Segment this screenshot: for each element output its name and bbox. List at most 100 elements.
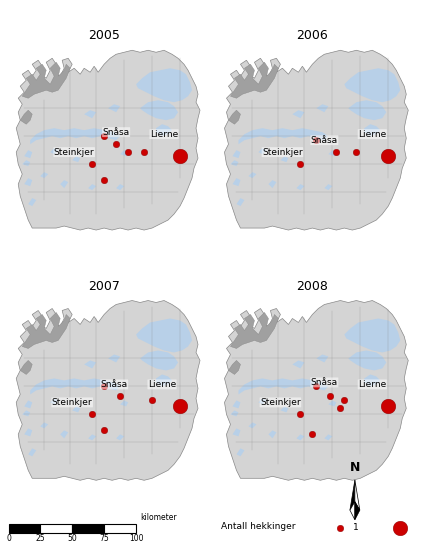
Bar bbox=[104, 524, 136, 533]
Polygon shape bbox=[329, 150, 336, 156]
Point bbox=[337, 523, 343, 532]
Polygon shape bbox=[16, 50, 200, 230]
Polygon shape bbox=[20, 110, 32, 124]
Point bbox=[149, 396, 156, 405]
Polygon shape bbox=[156, 124, 172, 136]
Polygon shape bbox=[88, 434, 96, 440]
Polygon shape bbox=[22, 312, 70, 349]
Polygon shape bbox=[269, 430, 276, 438]
Polygon shape bbox=[348, 100, 386, 120]
Polygon shape bbox=[84, 361, 96, 368]
Point bbox=[297, 410, 304, 419]
Polygon shape bbox=[116, 434, 124, 440]
Polygon shape bbox=[40, 422, 48, 428]
Polygon shape bbox=[230, 312, 278, 349]
Polygon shape bbox=[232, 428, 241, 436]
Polygon shape bbox=[84, 110, 96, 118]
Polygon shape bbox=[355, 502, 360, 520]
Text: N: N bbox=[350, 461, 360, 474]
Point bbox=[89, 160, 96, 169]
Polygon shape bbox=[24, 400, 32, 409]
Polygon shape bbox=[140, 350, 178, 370]
Polygon shape bbox=[50, 398, 58, 404]
Polygon shape bbox=[156, 374, 172, 386]
Polygon shape bbox=[344, 318, 400, 353]
Polygon shape bbox=[269, 180, 276, 188]
Point bbox=[125, 148, 131, 157]
Polygon shape bbox=[40, 172, 48, 178]
Text: Steinkjer: Steinkjer bbox=[54, 147, 94, 157]
Text: Steinkjer: Steinkjer bbox=[262, 147, 303, 157]
Polygon shape bbox=[292, 361, 304, 368]
Polygon shape bbox=[350, 502, 355, 520]
Text: 75: 75 bbox=[99, 534, 109, 543]
Bar bbox=[40, 524, 72, 533]
Text: Lierne: Lierne bbox=[358, 129, 386, 139]
Polygon shape bbox=[232, 178, 241, 186]
Point bbox=[141, 148, 147, 157]
Text: Snåsa: Snåsa bbox=[311, 378, 338, 387]
Polygon shape bbox=[280, 156, 289, 162]
Point bbox=[101, 132, 108, 140]
Text: 2006: 2006 bbox=[297, 29, 328, 42]
Text: 25: 25 bbox=[36, 534, 45, 543]
Polygon shape bbox=[249, 172, 256, 178]
Polygon shape bbox=[230, 410, 238, 416]
Point bbox=[327, 392, 334, 401]
Polygon shape bbox=[20, 361, 32, 374]
Polygon shape bbox=[120, 400, 128, 406]
Polygon shape bbox=[364, 124, 380, 136]
Text: 2005: 2005 bbox=[88, 29, 120, 42]
Polygon shape bbox=[230, 62, 278, 98]
Polygon shape bbox=[258, 148, 266, 154]
Point bbox=[385, 402, 392, 411]
Text: Snåsa: Snåsa bbox=[102, 128, 130, 137]
Point bbox=[337, 404, 344, 413]
Point bbox=[313, 382, 320, 391]
Polygon shape bbox=[24, 178, 32, 186]
Polygon shape bbox=[229, 361, 241, 374]
Polygon shape bbox=[72, 406, 80, 412]
Point bbox=[177, 402, 184, 411]
Text: 100: 100 bbox=[129, 534, 143, 543]
Text: 0: 0 bbox=[6, 534, 11, 543]
Polygon shape bbox=[355, 480, 360, 510]
Polygon shape bbox=[224, 50, 408, 230]
Point bbox=[309, 430, 316, 438]
Polygon shape bbox=[280, 406, 289, 412]
Polygon shape bbox=[232, 400, 241, 409]
Polygon shape bbox=[108, 104, 120, 112]
Polygon shape bbox=[28, 198, 36, 206]
Polygon shape bbox=[24, 150, 32, 158]
Point bbox=[333, 148, 340, 157]
Polygon shape bbox=[22, 160, 30, 166]
Text: Lierne: Lierne bbox=[148, 380, 176, 389]
Polygon shape bbox=[324, 184, 332, 190]
Polygon shape bbox=[232, 150, 241, 158]
Polygon shape bbox=[16, 300, 200, 480]
Polygon shape bbox=[224, 300, 408, 480]
Polygon shape bbox=[249, 422, 256, 428]
Polygon shape bbox=[364, 374, 380, 386]
Polygon shape bbox=[30, 128, 120, 144]
Polygon shape bbox=[140, 100, 178, 120]
Polygon shape bbox=[324, 434, 332, 440]
Text: Steinkjer: Steinkjer bbox=[260, 398, 301, 407]
Polygon shape bbox=[108, 355, 120, 362]
Polygon shape bbox=[292, 110, 304, 118]
Polygon shape bbox=[316, 104, 329, 112]
Point bbox=[89, 410, 96, 419]
Point bbox=[313, 136, 320, 145]
Point bbox=[117, 392, 124, 401]
Text: Steinkjer: Steinkjer bbox=[52, 398, 93, 407]
Polygon shape bbox=[88, 184, 96, 190]
Text: Lierne: Lierne bbox=[150, 129, 178, 139]
Polygon shape bbox=[50, 148, 58, 154]
Point bbox=[297, 160, 304, 169]
Bar bbox=[8, 524, 40, 533]
Bar bbox=[72, 524, 104, 533]
Point bbox=[177, 152, 184, 160]
Polygon shape bbox=[350, 480, 355, 510]
Polygon shape bbox=[236, 448, 244, 456]
Polygon shape bbox=[72, 156, 80, 162]
